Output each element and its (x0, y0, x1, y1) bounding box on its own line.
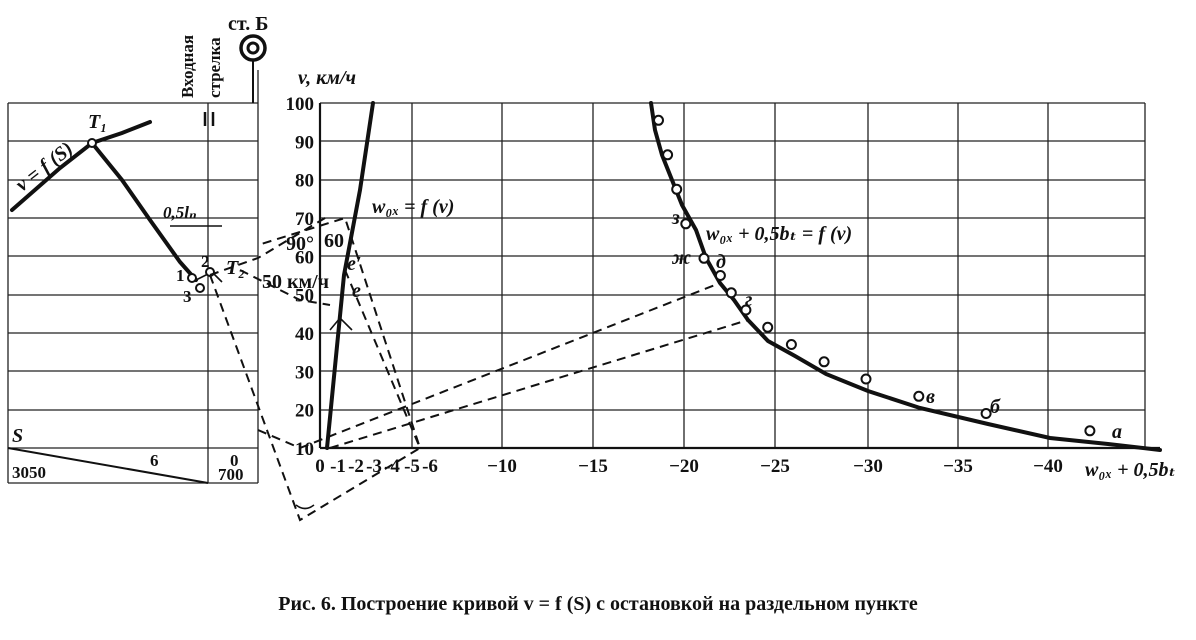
figure-caption: Рис. 6. Построение кривой v = f (S) с ос… (278, 593, 918, 615)
s-3050-label: 3050 (12, 463, 46, 482)
point-letter: з (671, 207, 680, 229)
x-tick-label: −25 (760, 456, 790, 477)
y-tick-label: 100 (286, 94, 315, 115)
s-700-label: 700 (218, 465, 244, 484)
point-letters: зж дг в б а (671, 207, 1122, 443)
x-tick-label: -5 (404, 456, 420, 477)
x-tick-labels: 0 -1 -2 -3 -4 -5 -6 −10 −15 −20 −25 −30 −35 −40 (315, 456, 1063, 477)
curve-point (662, 149, 674, 161)
t2-label: T₂ (226, 257, 245, 279)
curve-point (1084, 425, 1096, 437)
point-letter: в (926, 386, 935, 408)
x-tick-label: -1 (330, 456, 346, 477)
y-tick-label: 40 (295, 324, 314, 345)
curve-point (818, 356, 830, 368)
signal-label-line1: Входная (178, 35, 197, 98)
point-1-label: 1 (176, 266, 185, 285)
curve-point (725, 287, 737, 299)
point-letter: г (745, 289, 752, 311)
point-2-label: 2 (201, 252, 210, 271)
x-tick-label: -6 (422, 456, 438, 477)
x-tick-label: -2 (348, 456, 364, 477)
x-tick-label: -4 (384, 456, 400, 477)
curve-point (785, 339, 797, 350)
s-6-label: 6 (150, 451, 159, 470)
curve-point (762, 321, 774, 333)
v60-label: 60 (324, 230, 344, 252)
curve-point (860, 373, 872, 385)
s-0-label: 0 (230, 451, 239, 470)
y-tick-label: 60 (295, 247, 314, 268)
w0x-half-bt-curve (649, 101, 1162, 452)
x-tick-label: −20 (669, 456, 699, 477)
w0x-label: w₀ₓ = f (v) (372, 196, 454, 218)
y-tick-label: 20 (295, 401, 314, 422)
x-tick-label: −35 (943, 456, 973, 477)
y-tick-label: 30 (295, 362, 314, 383)
x-tick-label: −15 (578, 456, 608, 477)
construction-lines (209, 214, 749, 522)
point-letter: д (716, 251, 726, 273)
v50-label: 50 км/ч (262, 271, 329, 293)
t1-label: T₁ (88, 111, 107, 133)
t1-point (87, 138, 97, 148)
curve-point (980, 408, 992, 419)
curve-point (680, 218, 692, 230)
curve-point (653, 114, 664, 126)
point-letter: ж (671, 247, 691, 269)
e-prime-label: e′ (347, 253, 362, 275)
s-label: S (12, 425, 23, 447)
station-symbol (239, 34, 267, 62)
signal-label-line2: стрелка (205, 37, 224, 98)
x-axis-label: w₀ₓ + 0,5bₜ (1085, 459, 1176, 481)
point-letter: б (990, 396, 1001, 418)
w0x-curve (325, 101, 375, 450)
y-tick-label: 70 (295, 209, 314, 230)
deg90-label: 90° (286, 233, 314, 255)
x-tick-label: −10 (487, 456, 517, 477)
y-tick-label: 90 (295, 132, 314, 153)
y-tick-label: 10 (295, 439, 314, 460)
x-tick-label: −40 (1033, 456, 1063, 477)
e-label: e (352, 280, 361, 302)
point-letter: а (1112, 421, 1122, 443)
half-ln-label: 0,5lₙ (163, 203, 197, 222)
v-of-s-label: v = f (S) (12, 138, 78, 196)
main-grid (320, 102, 1146, 448)
w0x-half-bt-label: w₀ₓ + 0,5bₜ = f (v) (706, 223, 852, 245)
x-tick-label: −30 (853, 456, 883, 477)
x-tick-label: -3 (366, 456, 382, 477)
x-tick-label: 0 (315, 456, 325, 477)
w0x-half-bt-points (653, 114, 1096, 437)
curve-point (671, 183, 683, 195)
curve-point (913, 390, 925, 402)
curve-point (740, 304, 752, 316)
distance-grid (7, 70, 259, 484)
curve-point (698, 252, 710, 264)
point-3-label: 3 (183, 287, 192, 306)
station-label: ст. Б (228, 13, 268, 35)
y-tick-label: 80 (295, 171, 314, 192)
y-axis-label: v, км/ч (298, 67, 356, 89)
curve-point (714, 270, 726, 281)
s-line (7, 447, 209, 484)
